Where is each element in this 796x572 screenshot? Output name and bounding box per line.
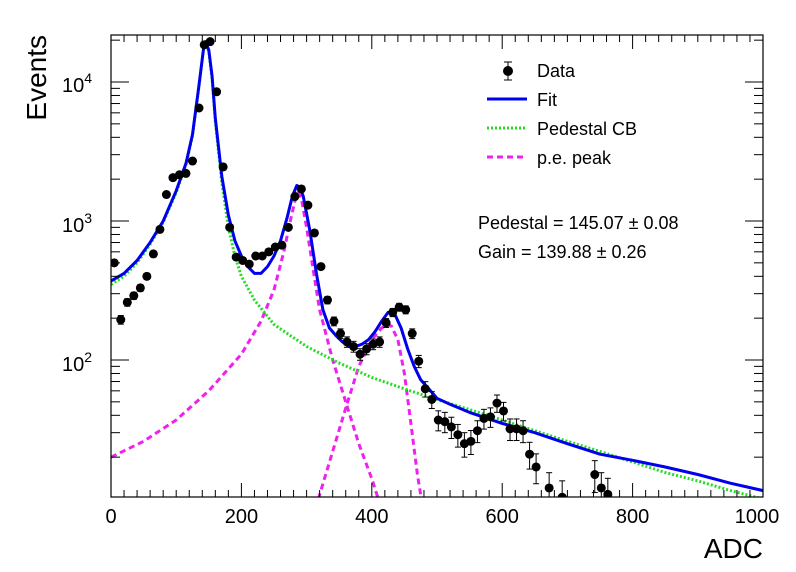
data-point <box>309 228 319 238</box>
data-point <box>349 340 359 353</box>
data-point <box>427 391 437 409</box>
legend: Data Fit Pedestal CB p.e. peak <box>487 61 637 168</box>
data-point <box>453 423 463 448</box>
legend-entry-pe-peak: p.e. peak <box>487 148 612 168</box>
data-point <box>446 416 456 439</box>
x-tick-label: 800 <box>616 506 649 528</box>
data-point <box>355 348 365 361</box>
data-point <box>505 418 515 442</box>
data-point <box>129 291 139 301</box>
data-point <box>277 240 287 250</box>
data-point <box>303 200 313 210</box>
data-point <box>135 283 145 293</box>
x-axis-title: ADC <box>704 533 763 564</box>
data-point <box>420 381 430 398</box>
data-point <box>212 87 222 97</box>
data-point <box>557 480 567 497</box>
x-axis-tick-labels: 0 200 400 600 800 1000 <box>105 506 779 528</box>
data-point <box>590 460 600 494</box>
data-point <box>544 472 554 497</box>
data-point <box>218 162 228 172</box>
x-tick-label: 1000 <box>735 506 780 528</box>
data-point <box>596 472 606 497</box>
y-tick-label: 103 <box>62 210 92 237</box>
pedestal-annotation: Pedestal = 145.07 ± 0.08 <box>478 213 679 233</box>
data-point <box>283 222 293 232</box>
data-points <box>111 37 613 497</box>
data-point <box>342 336 352 348</box>
data-point <box>296 184 306 194</box>
legend-entry-pedestal-cb: Pedestal CB <box>487 119 637 139</box>
data-point <box>362 343 372 356</box>
data-point <box>531 453 541 485</box>
data-point <box>381 318 391 328</box>
data-point <box>485 407 495 428</box>
data-point <box>116 315 126 325</box>
data-point <box>257 251 267 261</box>
legend-label-data: Data <box>537 61 576 81</box>
data-point <box>142 271 152 281</box>
y-axis-tick-labels: 102 103 104 <box>62 70 92 376</box>
data-point <box>316 262 326 272</box>
data-point <box>472 420 482 444</box>
data-point <box>122 297 132 307</box>
legend-label-pe-peak: p.e. peak <box>537 148 612 168</box>
data-point <box>440 411 450 434</box>
data-point <box>205 37 215 47</box>
legend-label-fit: Fit <box>537 90 557 110</box>
data-point <box>188 156 197 166</box>
legend-entry-fit: Fit <box>487 90 557 110</box>
data-point <box>492 394 502 413</box>
x-tick-label: 400 <box>355 506 388 528</box>
y-tick-label: 104 <box>62 70 92 97</box>
data-point <box>322 295 332 305</box>
legend-label-pedestal-cb: Pedestal CB <box>537 119 637 139</box>
data-point <box>401 305 411 315</box>
data-point <box>194 103 204 113</box>
data-point <box>264 247 274 257</box>
data-point <box>329 316 339 327</box>
plot-frame <box>110 34 764 498</box>
data-point <box>244 259 254 269</box>
x-tick-label: 600 <box>486 506 519 528</box>
data-point <box>368 338 378 351</box>
data-point <box>414 354 424 369</box>
data-point <box>499 401 509 422</box>
legend-entry-data: Data <box>503 61 576 81</box>
data-point <box>603 477 613 497</box>
data-point <box>336 328 346 340</box>
x-tick-label: 200 <box>225 506 258 528</box>
data-point <box>525 441 535 470</box>
data-point <box>407 328 417 340</box>
data-point <box>251 251 261 261</box>
data-point <box>155 224 165 234</box>
data-point <box>148 249 158 259</box>
y-axis-ticks <box>111 39 763 458</box>
pedestal-cb-curve <box>111 40 762 497</box>
data-point <box>375 336 385 348</box>
data-point <box>290 192 300 202</box>
y-axis-title: Events <box>21 35 52 121</box>
data-point <box>161 190 171 200</box>
data-point <box>466 430 476 455</box>
y-tick-label: 102 <box>62 349 92 376</box>
x-tick-label: 0 <box>105 506 116 528</box>
data-point <box>388 307 398 318</box>
data-marker-icon <box>503 66 513 76</box>
data-point <box>225 222 235 232</box>
data-point <box>181 168 191 178</box>
x-axis-ticks <box>110 35 764 497</box>
gain-annotation: Gain = 139.88 ± 0.26 <box>478 242 647 262</box>
data-point <box>518 420 528 444</box>
